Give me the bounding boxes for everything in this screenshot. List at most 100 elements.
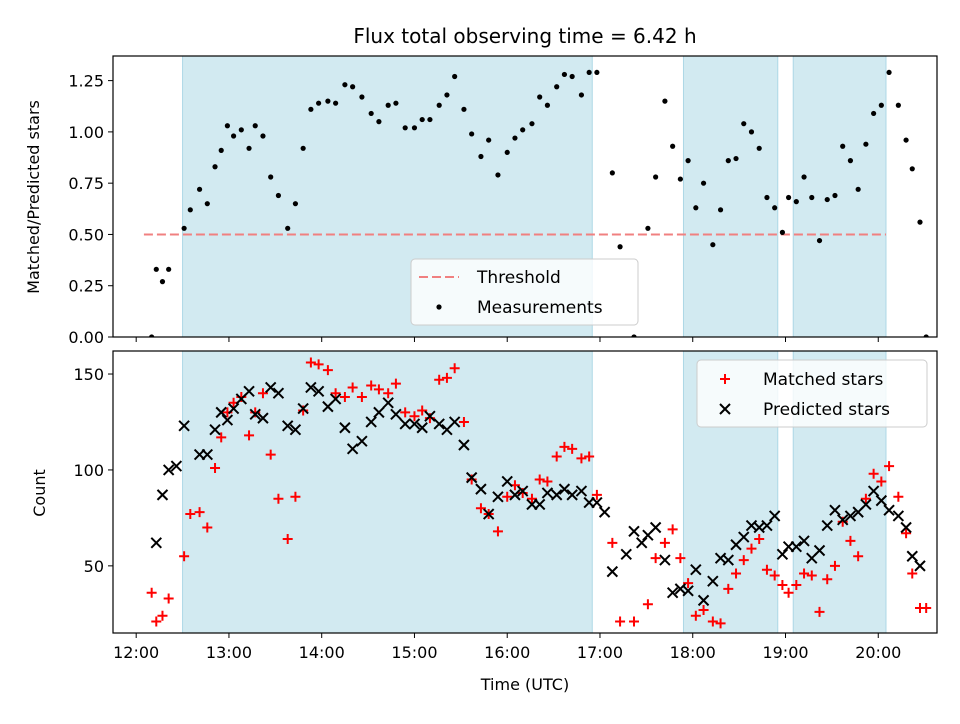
measurement-point <box>212 164 218 170</box>
predicted-star-point <box>458 439 470 451</box>
measurement-point <box>252 123 258 129</box>
predicted-star-point <box>399 418 411 430</box>
measurement-point <box>645 225 651 231</box>
predicted-star-point <box>312 385 325 397</box>
predicted-star-point <box>305 381 317 394</box>
top-y-axis-label: Matched/Predicted stars <box>24 100 43 294</box>
measurement-point <box>529 121 535 127</box>
predicted-star-point <box>776 548 789 561</box>
measurement-point <box>631 334 637 337</box>
measurement-point <box>809 194 815 201</box>
measurement-point <box>512 135 518 141</box>
matched-star-point <box>761 564 772 575</box>
matched-star-point <box>901 528 912 539</box>
predicted-star-point <box>900 521 912 534</box>
matched-star-point <box>298 405 309 416</box>
matched-star-point <box>366 380 377 391</box>
measurement-point <box>670 143 676 149</box>
matched-star-point <box>806 570 817 581</box>
x-tick-label: 18:00 <box>670 643 716 662</box>
predicted-star-point <box>844 510 857 522</box>
matched-star-point <box>458 416 469 427</box>
matched-star-point <box>250 407 261 418</box>
x-tick-label: 20:00 <box>855 643 901 662</box>
matched-star-point <box>607 537 618 548</box>
measurement-point <box>840 143 846 149</box>
legend-matched-swatch <box>720 374 730 384</box>
measurement-point <box>224 123 231 129</box>
measurement-point <box>895 102 901 108</box>
predicted-star-point <box>867 485 880 497</box>
measurement-point <box>544 102 551 108</box>
measurement-point <box>617 244 623 250</box>
predicted-star-point <box>492 491 504 503</box>
matched-star-point <box>868 468 879 479</box>
predicted-star-point <box>475 483 487 495</box>
predicted-star-point <box>541 487 554 499</box>
matched-star-point <box>799 568 810 579</box>
predicted-star-point <box>297 402 309 415</box>
legend-box <box>696 359 928 428</box>
matched-star-point <box>822 574 833 585</box>
measurement-point <box>764 194 770 201</box>
measurement-point <box>342 82 348 88</box>
matched-star-point <box>746 543 757 554</box>
matched-star-point <box>777 580 788 591</box>
y-tick-label: 1.25 <box>68 72 104 91</box>
predicted-star-point <box>697 594 710 607</box>
measurement-point <box>917 219 923 225</box>
matched-star-point <box>884 461 895 472</box>
predicted-star-point <box>264 381 277 394</box>
matched-star-point <box>791 580 802 591</box>
measurement-point <box>461 106 467 112</box>
plot-area <box>143 56 929 337</box>
measurement-point <box>275 192 282 199</box>
matched-star-point <box>449 363 460 374</box>
matched-star-point <box>373 384 384 395</box>
measurement-point <box>376 119 382 125</box>
predicted-star-point <box>533 498 546 511</box>
matched-star-point <box>434 374 445 385</box>
predicted-star-point <box>628 525 640 538</box>
measurement-point <box>855 186 861 192</box>
matched-star-point <box>502 491 513 502</box>
measurement-point <box>350 84 356 90</box>
predicted-star-point <box>707 575 719 587</box>
predicted-star-point <box>606 565 619 578</box>
matched-star-point <box>441 372 452 383</box>
bottom-y-axis-label: Count <box>30 469 49 517</box>
y-tick-label: 0.50 <box>68 225 104 244</box>
predicted-star-point <box>346 443 359 455</box>
predicted-star-point <box>433 418 445 430</box>
predicted-star-point <box>790 540 803 553</box>
matched-star-point <box>675 553 686 564</box>
measurement-point <box>469 131 475 137</box>
matched-star-point <box>921 603 932 614</box>
matched-star-point <box>290 491 301 502</box>
legend: Threshold Measurements <box>410 258 639 326</box>
legend-measurement-label: Measurements <box>477 298 603 318</box>
matched-star-point <box>738 555 749 566</box>
measurement-point <box>444 92 450 98</box>
matched-star-point <box>424 413 435 424</box>
measurement-point <box>748 129 755 135</box>
matched-star-point <box>829 560 840 571</box>
matched-star-point <box>591 489 602 500</box>
predicted-star-point <box>289 423 302 436</box>
measurement-point <box>149 334 155 337</box>
legend-measurement-swatch <box>436 304 442 310</box>
measurement-point <box>685 158 691 164</box>
matched-star-point <box>837 516 848 527</box>
measurement-point <box>436 102 442 108</box>
chart-title: Flux total observing time = 6.42 h <box>353 24 696 48</box>
matched-star-point <box>313 359 324 370</box>
matched-star-point <box>466 474 477 485</box>
matched-star-point <box>216 432 227 443</box>
predicted-star-point <box>209 423 221 436</box>
measurement-point <box>832 192 838 199</box>
measurement-point <box>181 225 187 231</box>
measurement-point <box>741 121 747 127</box>
measurement-point <box>756 145 762 151</box>
observing-window-band <box>682 56 779 337</box>
predicted-star-point <box>558 483 571 495</box>
